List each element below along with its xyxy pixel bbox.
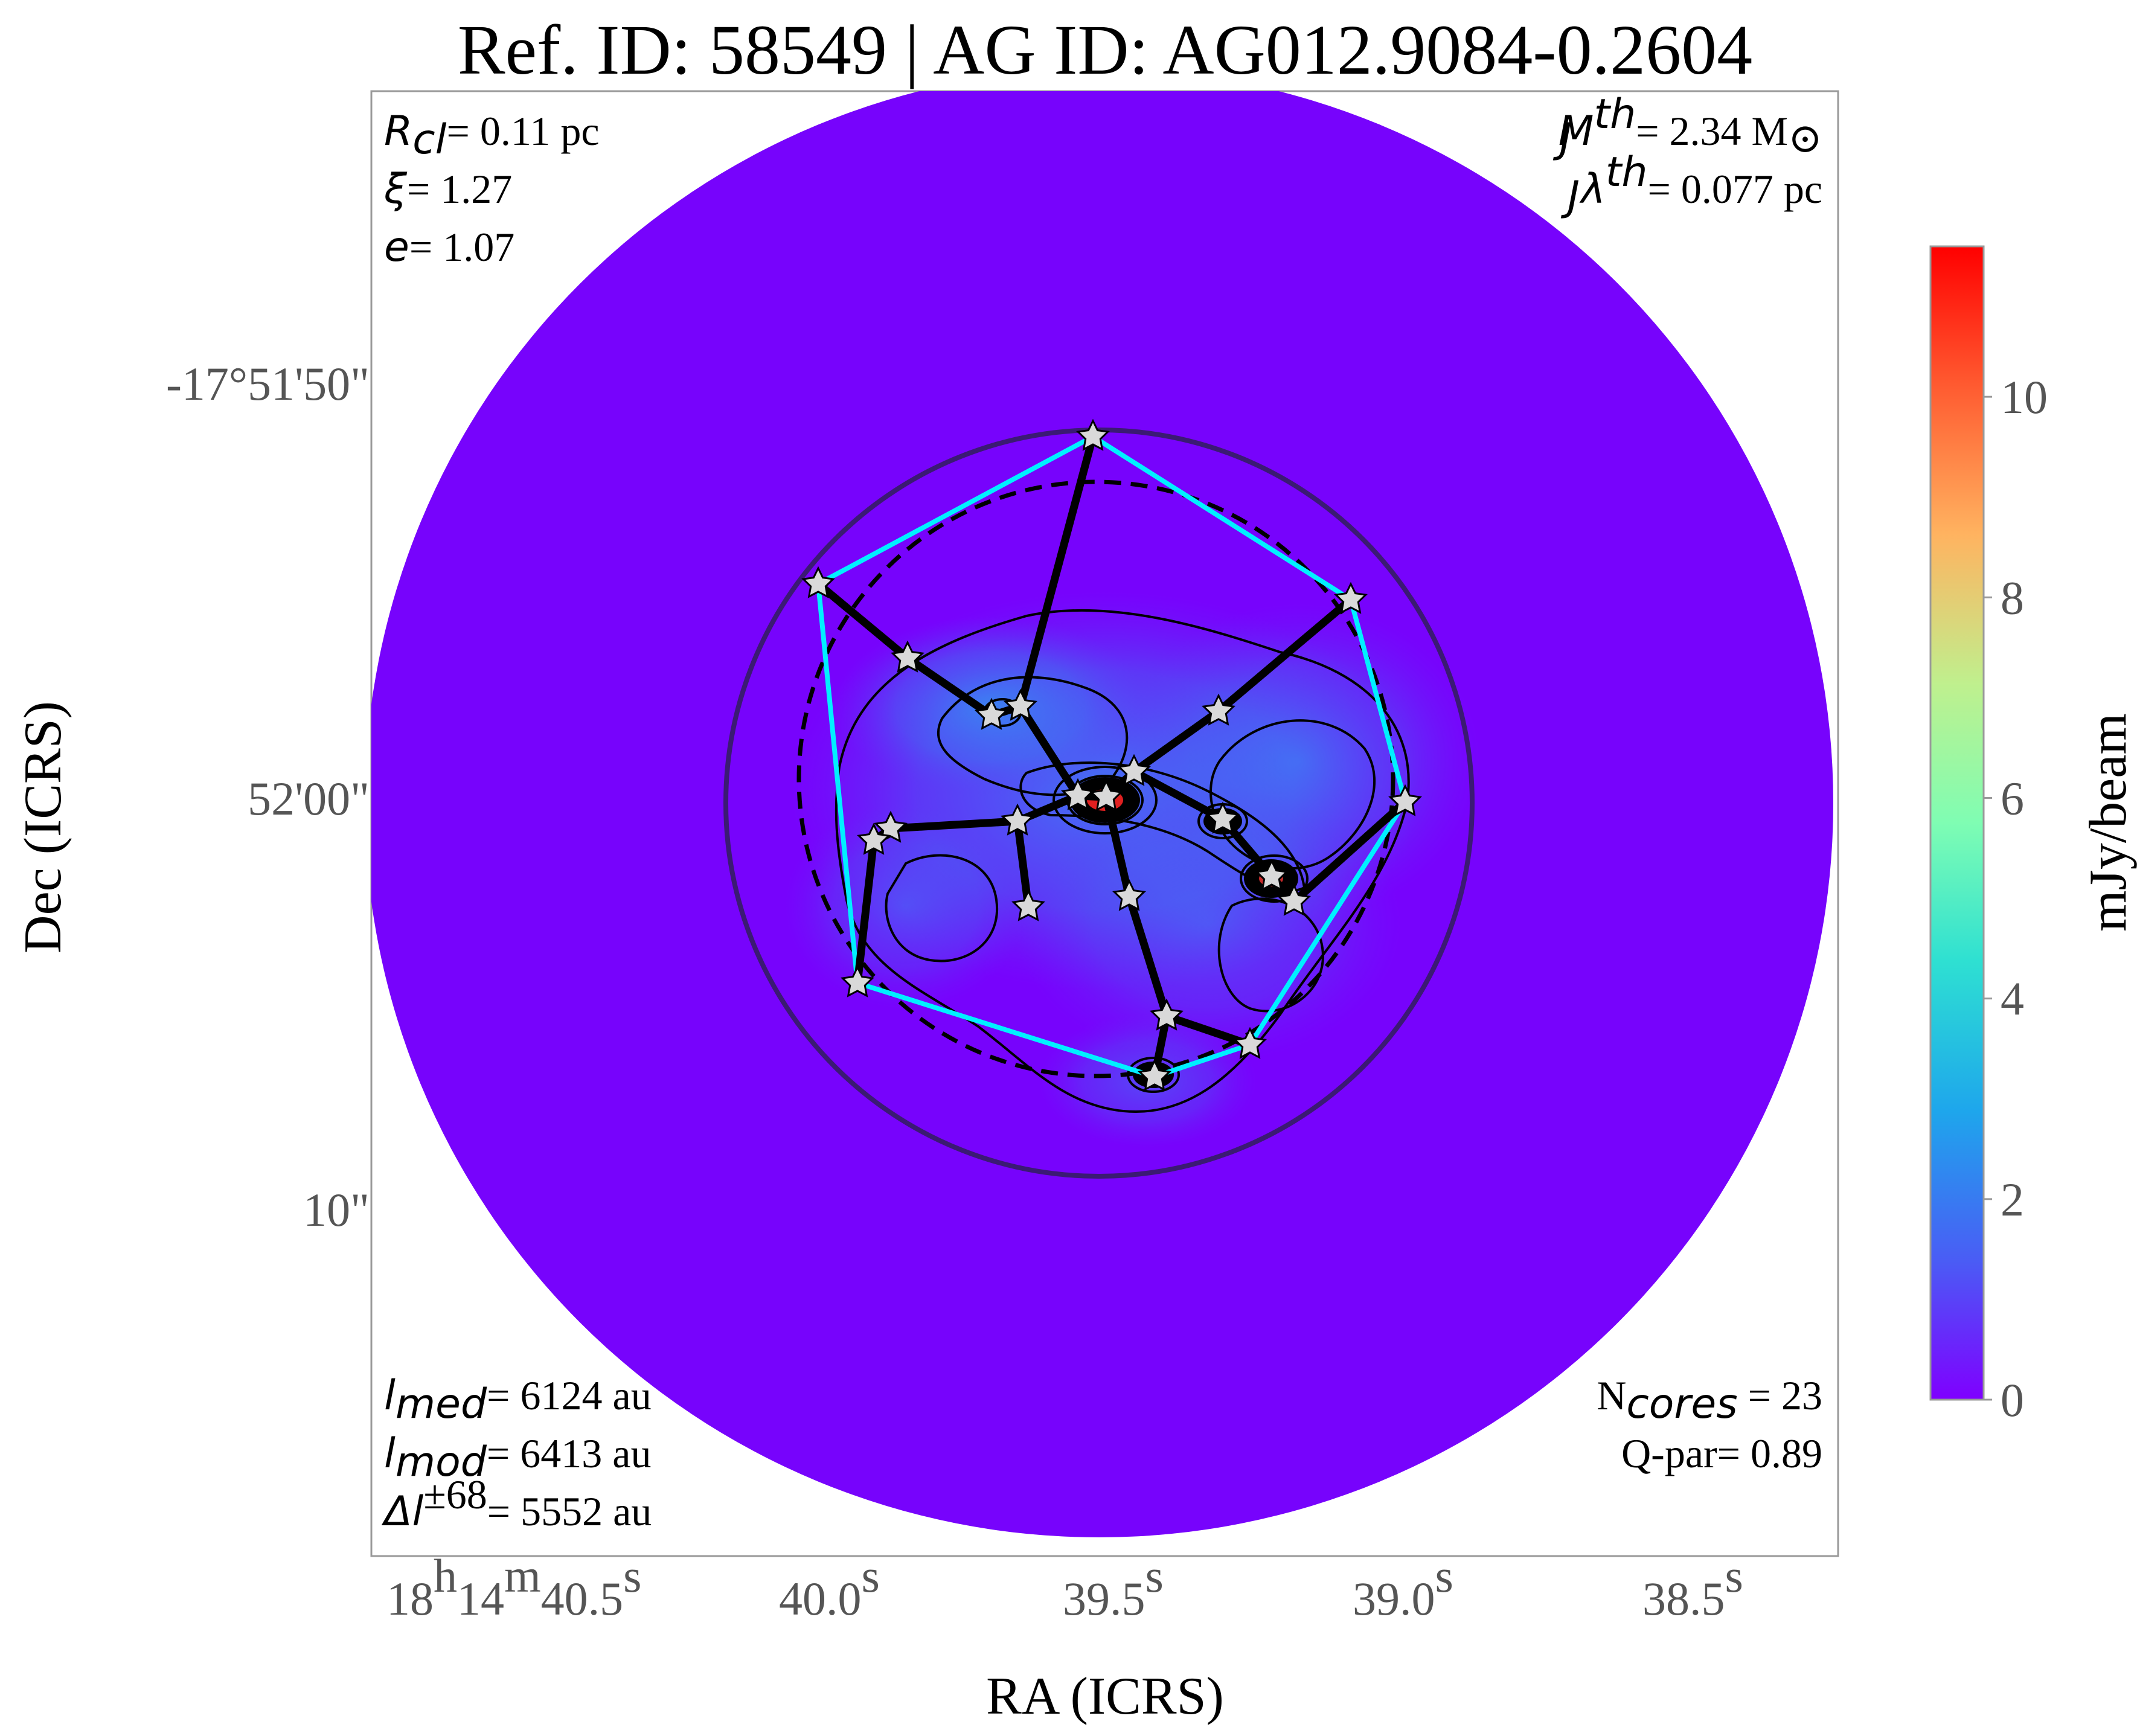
y-ticks: -17°51'50" 52'00" 10" (166, 357, 370, 1236)
image-panel (371, 91, 1833, 1537)
y-tick-label: -17°51'50" (166, 357, 370, 410)
svg-text:e= 1.07: e= 1.07 (384, 223, 514, 271)
x-tick-label: 38.5s (1642, 1549, 1743, 1625)
x-tick-label: 39.0s (1353, 1549, 1453, 1625)
dashed-circle (796, 479, 1395, 1078)
colorbar-tick-label: 8 (2001, 571, 2024, 624)
x-tick-label: 18h14m40.5s (386, 1549, 642, 1625)
colorbar (1929, 245, 1985, 1401)
colorbar-label: mJy/beam (2079, 713, 2137, 932)
annotation-top-right: Mth= 2.34 M⊙ λth= 0.077 pc J J (1552, 91, 1822, 220)
colorbar-tick-label: 6 (2001, 772, 2024, 824)
svg-text:ξ= 1.27: ξ= 1.27 (383, 165, 512, 213)
annotation-bottom-right: Ncores = 23 Q-par= 0.89 (1597, 1372, 1822, 1476)
svg-text:lmed= 6124 au: lmed= 6124 au (384, 1372, 652, 1428)
annotation-bottom-left: lmed= 6124 au lmod= 6413 au Δl±68= 5552 … (381, 1372, 652, 1536)
x-ticks: 18h14m40.5s 40.0s 39.5s 39.0s 38.5s (386, 1549, 1743, 1625)
colorbar-ticks: 0 2 4 6 8 10 (1984, 371, 2048, 1426)
y-axis-label: Dec (ICRS) (14, 701, 72, 953)
svg-text:lmod= 6413 au: lmod= 6413 au (384, 1430, 651, 1486)
annotation-top-left: Rcl= 0.11 pc ξ= 1.27 e= 1.07 (383, 107, 600, 271)
plot-title: Ref. ID: 58549 | AG ID: AG012.9084-0.260… (458, 10, 1752, 89)
x-tick-label: 39.5s (1063, 1549, 1164, 1625)
colorbar-tick-label: 10 (2001, 371, 2048, 423)
x-axis-label: RA (ICRS) (986, 1667, 1224, 1726)
svg-text:λth= 0.077 pc: λth= 0.077 pc (1579, 149, 1822, 213)
colorbar-tick-label: 4 (2001, 973, 2024, 1025)
svg-text:Ncores = 23: Ncores = 23 (1597, 1372, 1822, 1428)
svg-text:Q-par= 0.89: Q-par= 0.89 (1621, 1430, 1822, 1476)
svg-text:Δl±68= 5552 au: Δl±68= 5552 au (381, 1472, 652, 1536)
convex-hull (815, 434, 1408, 1080)
svg-text:Mth= 2.34 M⊙: Mth= 2.34 M⊙ (1559, 91, 1822, 161)
colorbar-tick-label: 2 (2001, 1173, 2024, 1226)
y-tick-label: 52'00" (248, 772, 370, 825)
svg-text:Rcl= 0.11 pc: Rcl= 0.11 pc (384, 107, 600, 164)
x-tick-label: 40.0s (779, 1549, 880, 1625)
y-tick-label: 10" (303, 1183, 370, 1236)
colorbar-tick-label: 0 (2001, 1374, 2024, 1426)
